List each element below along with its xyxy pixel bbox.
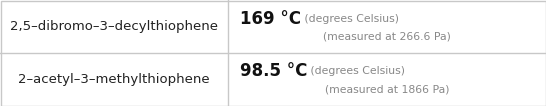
Text: (degrees Celsius): (degrees Celsius) [307,66,405,77]
Text: 169 °C: 169 °C [240,10,301,27]
Text: 2,5–dibromo–3–decylthiophene: 2,5–dibromo–3–decylthiophene [10,20,218,33]
Text: (degrees Celsius): (degrees Celsius) [301,13,399,24]
Text: (measured at 1866 Pa): (measured at 1866 Pa) [325,84,449,95]
Text: 2–acetyl–3–methylthiophene: 2–acetyl–3–methylthiophene [18,73,210,86]
Text: 98.5 °C: 98.5 °C [240,63,307,80]
Text: (measured at 266.6 Pa): (measured at 266.6 Pa) [323,31,451,42]
